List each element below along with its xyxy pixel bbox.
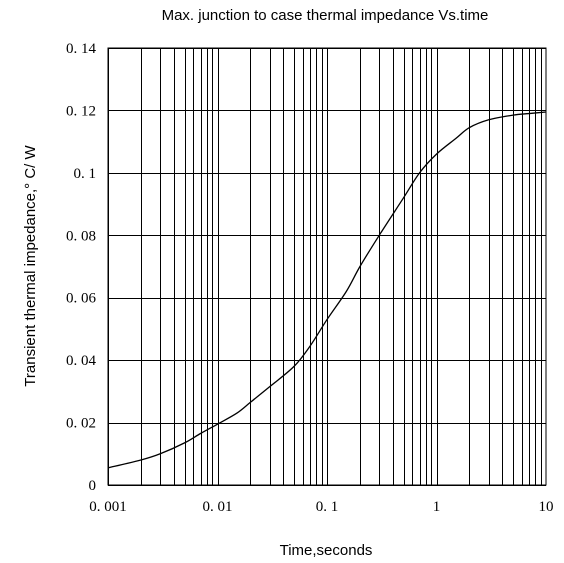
thermal-impedance-curve [107, 111, 547, 469]
y-tick-label: 0. 02 [66, 416, 96, 432]
tick-labels: 0. 001 0. 01 0. 1 1 10 0 0. 02 0. 04 0. 06 0. 08 0… [66, 41, 554, 515]
y-tick-label: 0 [89, 478, 97, 494]
y-tick-label: 0. 1 [74, 166, 97, 182]
x-tick-label: 0. 1 [316, 499, 339, 515]
y-axis-label: Transient thermal impedance,° C/ W [22, 144, 39, 386]
y-tick-label: 0. 08 [66, 228, 96, 244]
grid [108, 48, 546, 486]
chart-title: Max. junction to case thermal impedance … [162, 7, 489, 24]
y-tick-label: 0. 14 [66, 41, 97, 57]
plot-frame [107, 47, 547, 486]
series [107, 111, 547, 469]
x-tick-label: 0. 01 [203, 499, 233, 515]
x-tick-label: 0. 001 [89, 499, 127, 515]
y-tick-label: 0. 06 [66, 291, 97, 307]
y-tick-label: 0. 04 [66, 353, 97, 369]
x-axis-label: Time,seconds [280, 542, 373, 559]
x-tick-label: 10 [539, 499, 554, 515]
x-tick-label: 1 [433, 499, 441, 515]
y-tick-label: 0. 12 [66, 103, 96, 119]
